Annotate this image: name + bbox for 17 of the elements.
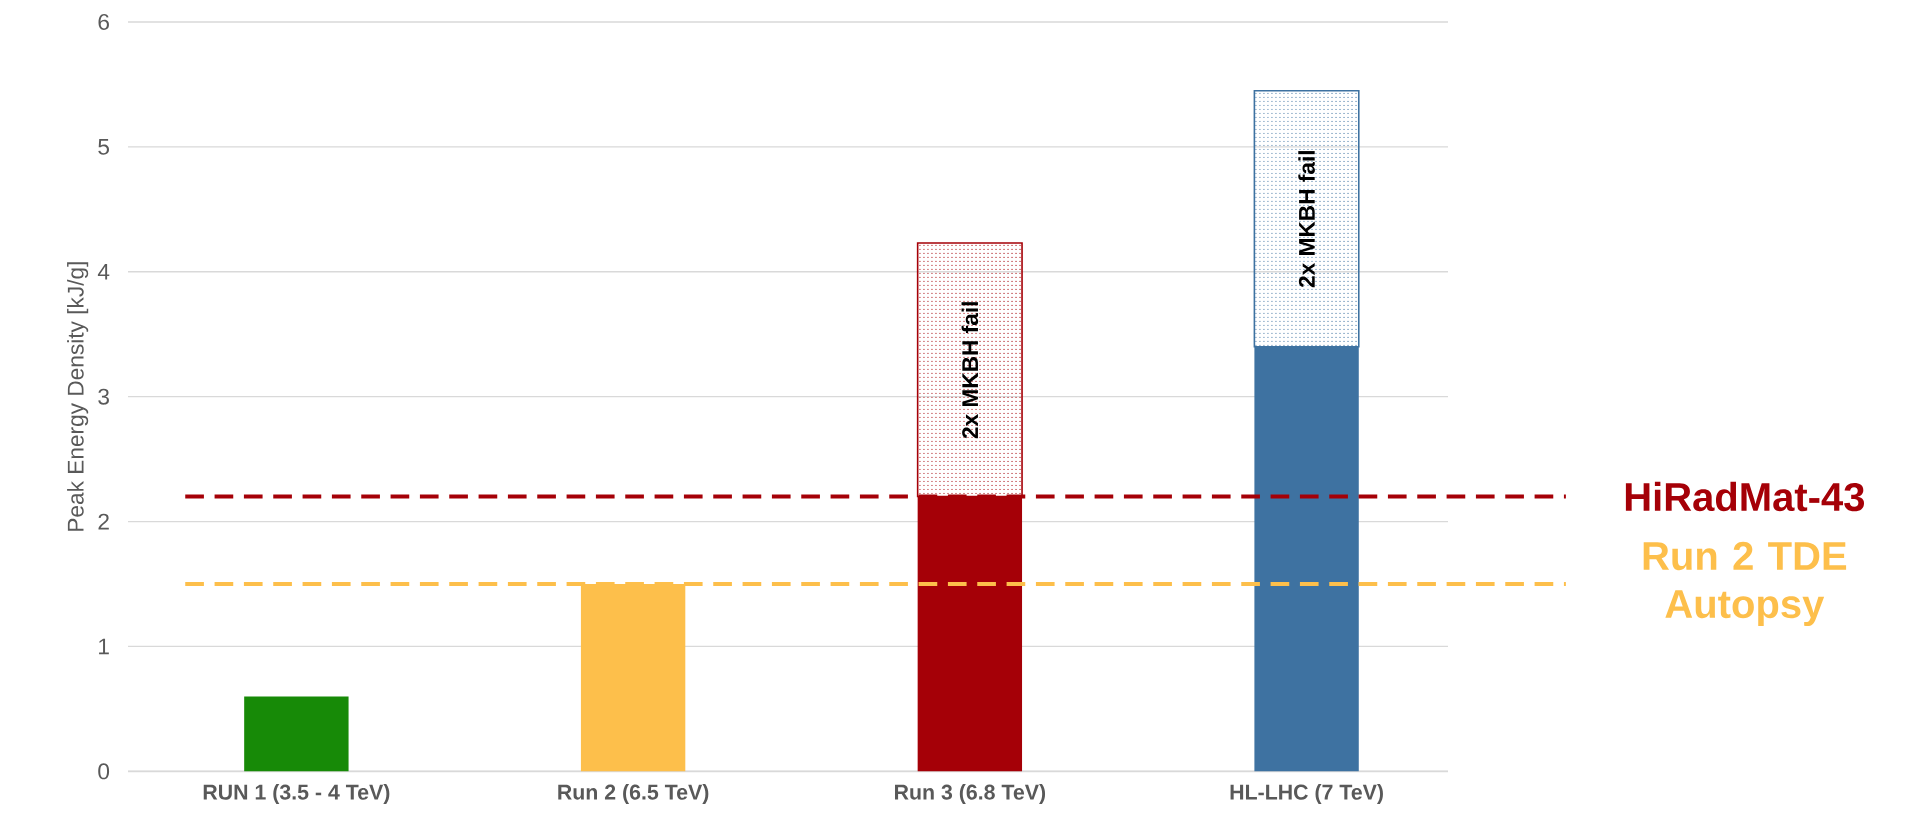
y-tick-label: 2 [98, 513, 109, 530]
data-label: 2x MKBH fail [1298, 150, 1315, 288]
bar [244, 696, 349, 772]
y-axis-title: Peak Energy Density [kJ/g] [67, 262, 89, 531]
x-tick-label: HL-LHC (7 TeV) [1230, 783, 1383, 804]
y-tick-label: 4 [97, 263, 110, 280]
x-tick-label: Run 2 (6.5 TeV) [558, 783, 709, 804]
y-tick-label: 3 [98, 388, 109, 405]
ref-line-label: HiRadMat-43 [1625, 481, 1865, 512]
y-tick-label: 1 [99, 638, 109, 655]
y-tick-label: 5 [98, 138, 109, 155]
x-tick-label: RUN 1 (3.5 - 4 TeV) [203, 783, 390, 804]
x-tick-label: Run 3 (6.8 TeV) [895, 783, 1046, 804]
data-label: 2x MKBH fail [961, 302, 979, 439]
ref-line-label: Run 2 TDE Autopsy [1643, 541, 1847, 626]
y-tick-label: 6 [98, 13, 109, 30]
y-tick-label: 0 [98, 763, 110, 780]
